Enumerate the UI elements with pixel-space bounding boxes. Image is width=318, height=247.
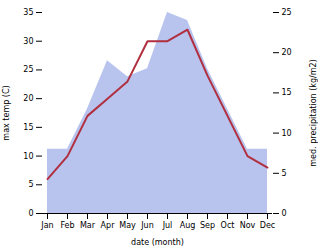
svg-text:5: 5	[28, 180, 33, 189]
svg-text:Nov: Nov	[240, 221, 256, 230]
svg-text:25: 25	[282, 8, 292, 17]
svg-text:20: 20	[282, 48, 292, 57]
svg-text:Oct: Oct	[221, 221, 235, 230]
svg-text:Aug: Aug	[180, 221, 196, 230]
svg-text:Mar: Mar	[80, 221, 96, 230]
svg-text:30: 30	[23, 37, 33, 46]
svg-text:Jan: Jan	[40, 221, 53, 230]
svg-text:35: 35	[23, 8, 33, 17]
svg-text:20: 20	[23, 94, 33, 103]
svg-text:med. precipitation (kg/m2): med. precipitation (kg/m2)	[309, 59, 318, 166]
svg-text:Sep: Sep	[200, 221, 215, 230]
svg-text:Jun: Jun	[140, 221, 154, 230]
svg-text:Jul: Jul	[162, 221, 173, 230]
svg-text:15: 15	[282, 88, 292, 97]
svg-text:Feb: Feb	[60, 221, 74, 230]
svg-text:Apr: Apr	[101, 221, 116, 230]
svg-text:max temp (C): max temp (C)	[2, 85, 11, 140]
svg-text:10: 10	[23, 152, 33, 161]
svg-text:date (month): date (month)	[131, 238, 184, 247]
svg-text:Dec: Dec	[260, 221, 275, 230]
svg-text:0: 0	[28, 209, 33, 218]
svg-text:15: 15	[23, 123, 33, 132]
svg-text:0: 0	[282, 209, 287, 218]
svg-text:10: 10	[282, 129, 292, 138]
svg-text:25: 25	[23, 65, 33, 74]
svg-text:May: May	[119, 221, 136, 230]
svg-text:5: 5	[282, 169, 287, 178]
